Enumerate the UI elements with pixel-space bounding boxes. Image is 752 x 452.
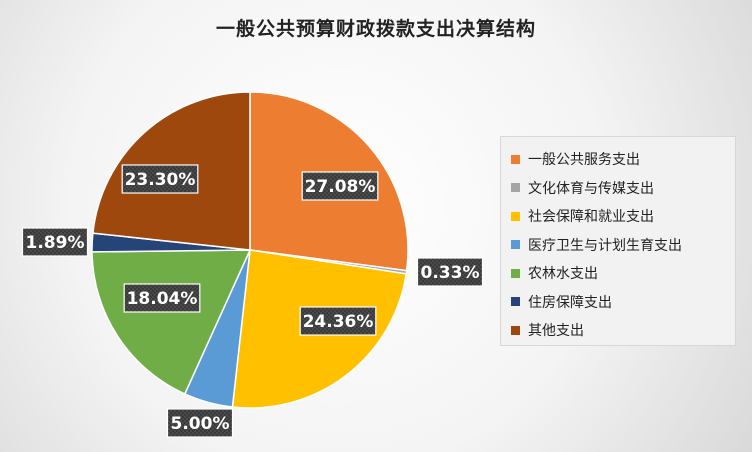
data-label: 23.30% [121, 164, 199, 194]
data-label-text: 23.30% [125, 170, 196, 190]
data-label-box [299, 306, 377, 336]
data-label-text: 24.36% [303, 312, 374, 332]
legend-item: 文化体育与传媒支出 [511, 174, 735, 203]
legend-label: 文化体育与传媒支出 [528, 180, 654, 197]
legend-swatch [511, 211, 520, 221]
data-label: 27.08% [301, 171, 379, 201]
data-label: 24.36% [299, 306, 377, 336]
legend-swatch [511, 268, 520, 278]
data-label-text: 1.89% [26, 233, 85, 253]
data-label: 1.89% [21, 227, 89, 257]
legend-item: 社会保障和就业支出 [511, 202, 735, 231]
data-label: 18.04% [123, 283, 201, 313]
data-label-text: 27.08% [305, 177, 376, 197]
legend-item: 医疗卫生与计划生育支出 [511, 231, 735, 260]
legend-label: 其他支出 [528, 323, 584, 340]
data-label-box [123, 283, 201, 313]
data-label-box [166, 408, 234, 438]
pie-slices [91, 91, 409, 409]
legend-label: 医疗卫生与计划生育支出 [528, 237, 682, 254]
legend-swatch [511, 183, 520, 193]
data-label: 5.00% [166, 408, 234, 438]
legend-item: 一般公共服务支出 [511, 145, 735, 174]
data-label-text: 5.00% [171, 414, 230, 434]
data-label-box [121, 164, 199, 194]
data-label: 0.33% [416, 257, 484, 287]
legend-label: 住房保障支出 [528, 294, 612, 311]
data-label-box [301, 171, 379, 201]
data-label-box [416, 257, 484, 287]
data-labels: 27.08% 0.33% 24.36% 5.00% 18.04% 1.89% 23.30% [21, 164, 484, 438]
data-label-text: 0.33% [421, 263, 480, 283]
legend-item: 其他支出 [511, 316, 735, 345]
data-label-box [21, 227, 89, 257]
legend-label: 社会保障和就业支出 [528, 209, 654, 226]
legend-swatch [511, 154, 520, 164]
legend-swatch [511, 240, 520, 250]
chart-title: 一般公共预算财政拨款支出决算结构 [215, 18, 536, 40]
legend-item: 住房保障支出 [511, 288, 735, 317]
legend-swatch [511, 297, 520, 307]
legend-swatch [511, 325, 520, 335]
data-label-text: 18.04% [127, 289, 198, 309]
legend: 一般公共服务支出 文化体育与传媒支出 社会保障和就业支出医疗卫生与计划生育支出 农林水… [500, 136, 736, 346]
legend-item: 农林水支出 [511, 259, 735, 288]
legend-label: 一般公共服务支出 [528, 152, 640, 169]
legend-label: 农林水支出 [528, 266, 598, 283]
